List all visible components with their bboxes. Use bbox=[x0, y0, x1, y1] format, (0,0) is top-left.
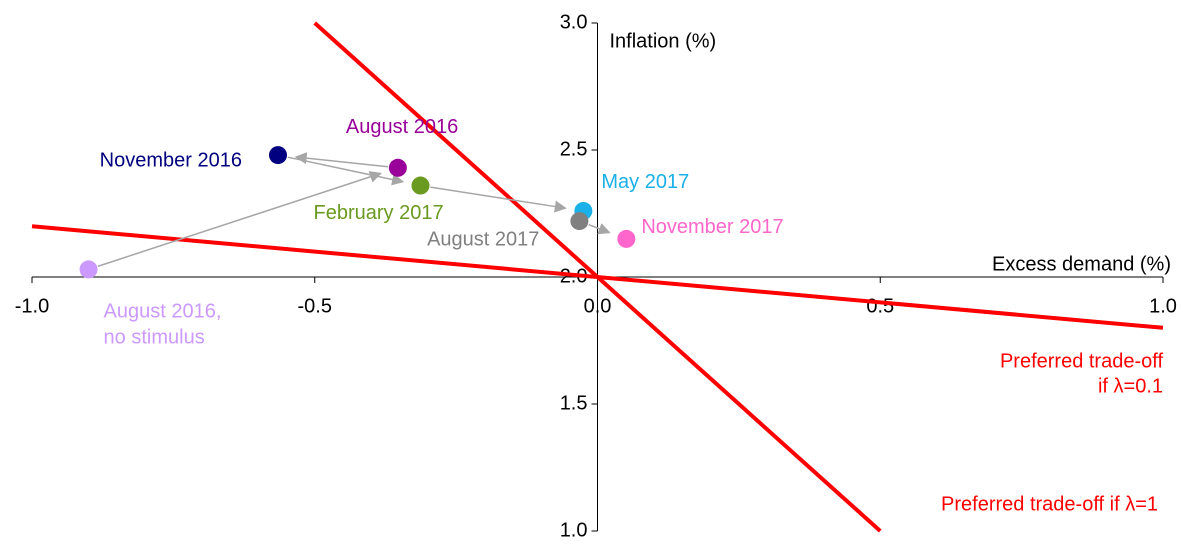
point bbox=[388, 158, 407, 177]
point-label: August 2016 bbox=[346, 116, 458, 138]
arrow bbox=[287, 156, 405, 186]
x-tick-label: 0.5 bbox=[866, 295, 894, 317]
point-label: August 2017 bbox=[427, 228, 539, 250]
point-label: November 2017 bbox=[641, 216, 783, 238]
x-tick-label: 0.0 bbox=[584, 295, 612, 317]
point bbox=[268, 146, 287, 165]
point bbox=[79, 260, 98, 279]
y-tick-label: 1.0 bbox=[560, 519, 588, 541]
arrow bbox=[97, 171, 382, 267]
point-label: no stimulus bbox=[104, 327, 205, 349]
arrow bbox=[588, 223, 611, 235]
point-label: November 2016 bbox=[100, 149, 242, 171]
line-label: Preferred trade-off bbox=[1000, 350, 1163, 372]
point bbox=[411, 176, 430, 195]
line-label: Preferred trade-off if λ=1 bbox=[941, 493, 1158, 515]
point-label: August 2016, bbox=[104, 301, 222, 323]
line-label: if λ=0.1 bbox=[1098, 375, 1163, 397]
y-axis-title: Inflation (%) bbox=[610, 30, 717, 52]
x-tick-label: 1.0 bbox=[1149, 295, 1177, 317]
x-tick-label: -0.5 bbox=[298, 295, 332, 317]
point-label: May 2017 bbox=[601, 171, 689, 193]
arrow bbox=[294, 152, 389, 168]
arrow bbox=[430, 186, 567, 213]
y-tick-label: 1.5 bbox=[560, 392, 588, 414]
x-tick-label: -1.0 bbox=[15, 295, 49, 317]
x-axis-title: Excess demand (%) bbox=[992, 253, 1171, 275]
y-tick-label: 2.5 bbox=[560, 138, 588, 160]
point bbox=[570, 212, 589, 231]
point bbox=[617, 229, 636, 248]
point-label: February 2017 bbox=[313, 202, 443, 224]
y-tick-label: 3.0 bbox=[560, 11, 588, 33]
trade-off-line bbox=[31, 224, 1164, 330]
